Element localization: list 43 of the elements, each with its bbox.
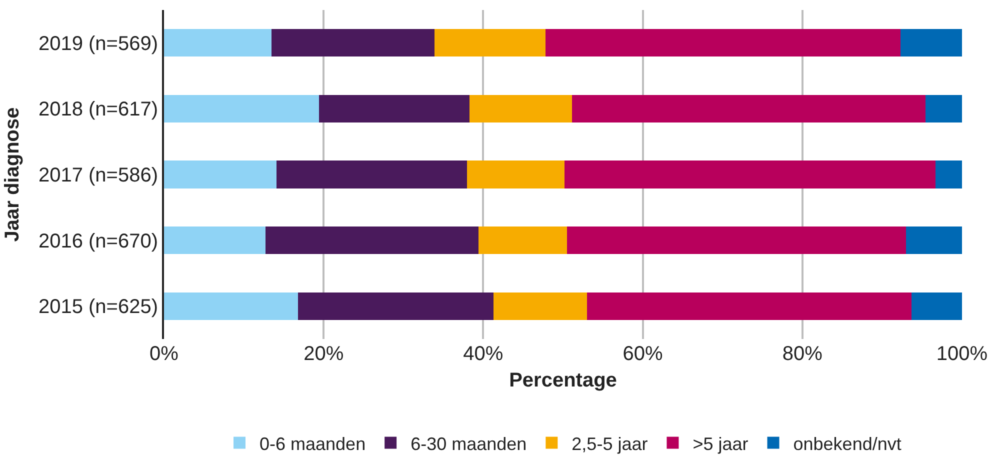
bar [164, 292, 298, 320]
x-tick-label: 40% [463, 343, 504, 365]
bar [494, 292, 587, 320]
bar [478, 226, 567, 254]
bar [164, 226, 266, 254]
legend-label: 2,5-5 jaar [572, 434, 648, 454]
y-tick-label: 2016 (n=670) [38, 230, 158, 252]
bar [467, 160, 565, 188]
bar [566, 226, 906, 254]
x-tick-label: 100% [936, 343, 988, 365]
bar [912, 292, 962, 320]
legend-label: >5 jaar [692, 434, 748, 454]
y-tick-label: 2015 (n=625) [38, 296, 158, 318]
y-tick-label: 2019 (n=569) [38, 32, 158, 55]
bar [470, 94, 572, 123]
bar [545, 29, 901, 57]
x-tick-label: 60% [622, 343, 664, 365]
bar [318, 94, 470, 123]
bar [265, 226, 478, 254]
y-axis-title: Jaar diagnose [1, 107, 24, 242]
bar [906, 226, 962, 254]
legend-label: 0-6 maanden [260, 434, 366, 454]
x-tick-label: 20% [304, 343, 344, 365]
bar [434, 29, 546, 57]
bar [276, 160, 468, 188]
bar [925, 94, 962, 123]
bar [164, 29, 272, 57]
bar [164, 94, 319, 123]
x-tick-label: 80% [782, 343, 823, 365]
bar [936, 160, 962, 188]
bar [164, 160, 277, 188]
bar [586, 292, 912, 320]
x-tick-label: 0% [150, 343, 179, 365]
bar [298, 292, 494, 320]
bar [272, 29, 435, 57]
bar [572, 94, 926, 123]
bar [900, 29, 962, 57]
y-tick-label: 2017 (n=586) [38, 164, 158, 186]
bar [564, 160, 936, 188]
legend-label: onbekend/nvt [793, 434, 902, 454]
legend-label: 6-30 maanden [410, 434, 527, 454]
x-axis-title: Percentage [509, 370, 617, 392]
y-tick-label: 2018 (n=617) [38, 98, 158, 121]
